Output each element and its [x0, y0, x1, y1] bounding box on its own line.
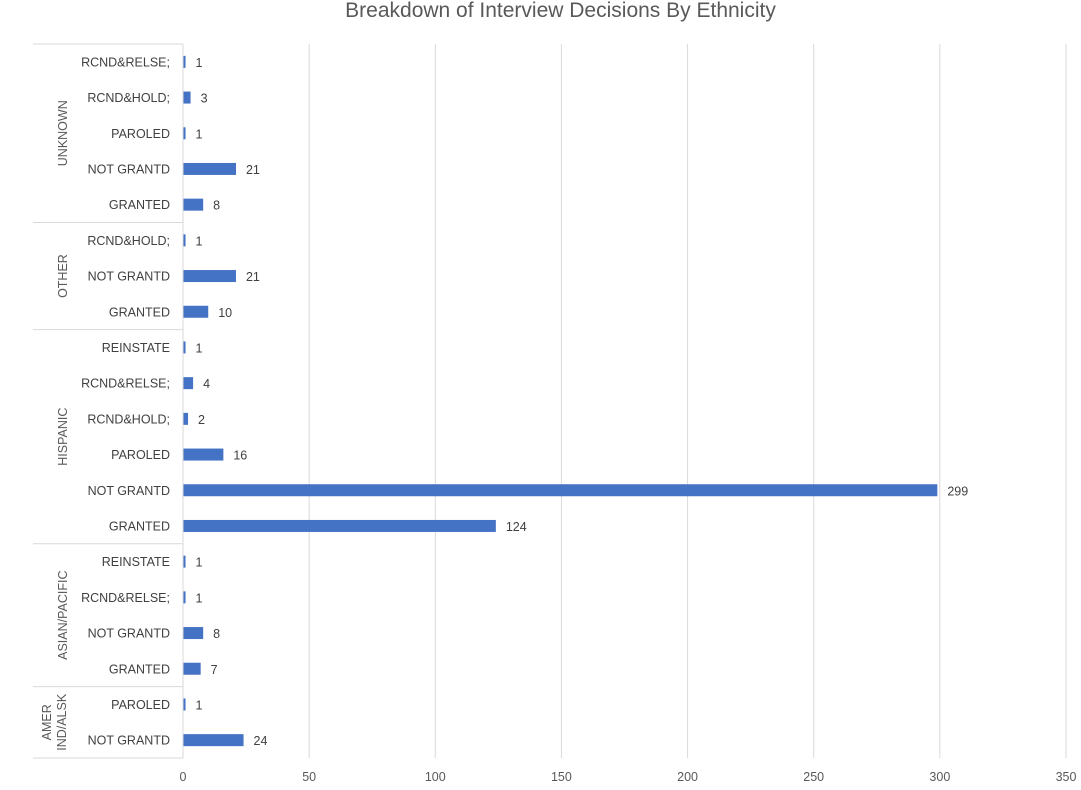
- bar: [183, 662, 201, 675]
- data-label: 1: [196, 56, 203, 70]
- group-label: OTHER: [56, 254, 70, 298]
- x-tick-label: 50: [302, 770, 316, 784]
- data-label: 3: [201, 92, 208, 106]
- group-label-line: IND/ALSK: [55, 693, 69, 751]
- data-label: 1: [196, 341, 203, 355]
- data-label: 21: [246, 270, 260, 284]
- group-label-line: AMER: [40, 704, 54, 740]
- x-tick-label: 0: [180, 770, 187, 784]
- category-label: REINSTATE: [102, 341, 170, 355]
- data-label: 1: [196, 591, 203, 605]
- bar: [183, 591, 186, 604]
- bar: [183, 127, 186, 140]
- bar: [183, 412, 189, 425]
- category-label: PAROLED: [111, 698, 170, 712]
- category-label: REINSTATE: [102, 555, 170, 569]
- bar: [183, 305, 209, 318]
- x-tick-label: 250: [803, 770, 824, 784]
- x-tick-label: 100: [425, 770, 446, 784]
- data-label: 4: [203, 377, 210, 391]
- data-label: 8: [213, 199, 220, 213]
- data-label: 1: [196, 698, 203, 712]
- data-label: 2: [198, 413, 205, 427]
- x-tick-label: 200: [677, 770, 698, 784]
- bar: [183, 198, 204, 211]
- bar: [183, 519, 496, 532]
- data-label: 8: [213, 627, 220, 641]
- bar: [183, 484, 938, 497]
- data-label: 1: [196, 234, 203, 248]
- bar: [183, 234, 186, 247]
- category-label: PAROLED: [111, 448, 170, 462]
- data-label: 1: [196, 127, 203, 141]
- data-label: 10: [218, 306, 232, 320]
- category-label: RCND&RELSE;: [81, 591, 170, 605]
- data-label: 299: [947, 484, 968, 498]
- category-label: PAROLED: [111, 127, 170, 141]
- data-label: 21: [246, 163, 260, 177]
- bar: [183, 627, 204, 640]
- group-label: HISPANIC: [56, 408, 70, 466]
- bar: [183, 341, 186, 354]
- group-label: ASIAN/PACIFIC: [56, 571, 70, 660]
- x-tick-label: 350: [1056, 770, 1077, 784]
- bar: [183, 698, 186, 711]
- bar: [183, 555, 186, 568]
- data-label: 124: [506, 520, 527, 534]
- category-label: GRANTED: [109, 305, 170, 319]
- category-label: NOT GRANTD: [88, 270, 170, 284]
- data-label: 16: [233, 449, 247, 463]
- category-label: NOT GRANTD: [88, 627, 170, 641]
- data-label: 24: [254, 734, 268, 748]
- category-label: NOT GRANTD: [88, 484, 170, 498]
- group-label: UNKNOWN: [56, 100, 70, 166]
- category-label: RCND&HOLD;: [87, 91, 170, 105]
- data-label: 7: [211, 663, 218, 677]
- bar: [183, 55, 186, 68]
- bar: [183, 734, 244, 747]
- category-label: GRANTED: [109, 198, 170, 212]
- category-label: GRANTED: [109, 662, 170, 676]
- category-label: RCND&HOLD;: [87, 234, 170, 248]
- bar: [183, 448, 224, 461]
- category-label: RCND&RELSE;: [81, 377, 170, 391]
- category-label: NOT GRANTD: [88, 734, 170, 748]
- bar: [183, 377, 194, 390]
- bar: [183, 162, 236, 175]
- category-label: RCND&RELSE;: [81, 55, 170, 69]
- category-label: NOT GRANTD: [88, 162, 170, 176]
- x-tick-label: 300: [929, 770, 950, 784]
- category-label: RCND&HOLD;: [87, 412, 170, 426]
- x-tick-label: 150: [551, 770, 572, 784]
- data-label: 1: [196, 556, 203, 570]
- chart-title: Breakdown of Interview Decisions By Ethn…: [345, 0, 776, 22]
- bar: [183, 91, 191, 104]
- bar: [183, 270, 236, 283]
- group-label: AMERIND/ALSK: [40, 693, 69, 751]
- category-label: GRANTED: [109, 519, 170, 533]
